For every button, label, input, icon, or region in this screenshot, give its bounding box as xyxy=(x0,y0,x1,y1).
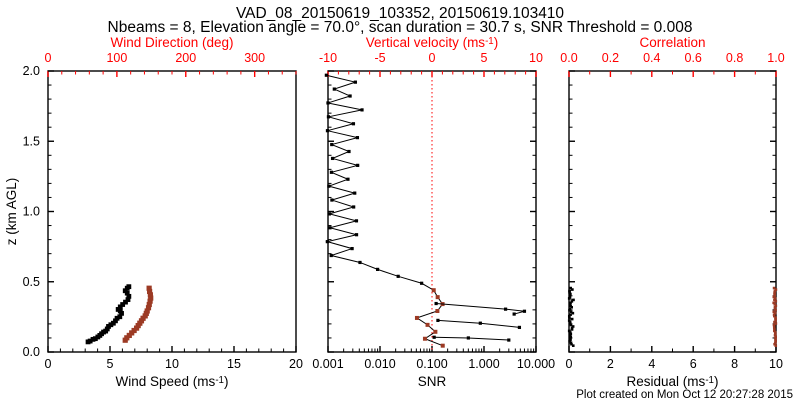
svg-text:-10: -10 xyxy=(319,51,337,65)
svg-text:0: 0 xyxy=(566,357,573,371)
svg-text:0: 0 xyxy=(45,51,52,65)
svg-text:0.2: 0.2 xyxy=(602,51,619,65)
svg-text:0.6: 0.6 xyxy=(685,51,702,65)
svg-text:1.000: 1.000 xyxy=(468,357,499,371)
svg-text:1.0: 1.0 xyxy=(767,51,784,65)
svg-text:1.0: 1.0 xyxy=(23,205,40,219)
svg-text:0.001: 0.001 xyxy=(312,357,343,371)
svg-text:Wind Direction (deg): Wind Direction (deg) xyxy=(110,35,233,50)
svg-text:0.010: 0.010 xyxy=(364,357,395,371)
svg-text:20: 20 xyxy=(289,357,303,371)
svg-text:10: 10 xyxy=(529,51,543,65)
svg-text:0.8: 0.8 xyxy=(726,51,743,65)
svg-text:0.4: 0.4 xyxy=(643,51,660,65)
svg-text:2: 2 xyxy=(607,357,614,371)
svg-text:2.0: 2.0 xyxy=(23,64,40,78)
svg-text:8: 8 xyxy=(731,357,738,371)
svg-text:6: 6 xyxy=(690,357,697,371)
svg-text:15: 15 xyxy=(227,357,241,371)
svg-text:10: 10 xyxy=(769,357,783,371)
svg-text:4: 4 xyxy=(648,357,655,371)
svg-text:5: 5 xyxy=(107,357,114,371)
svg-text:Correlation: Correlation xyxy=(639,35,705,50)
svg-text:10: 10 xyxy=(165,357,179,371)
svg-text:Wind Speed (ms-1): Wind Speed (ms-1) xyxy=(116,374,229,389)
svg-text:-5: -5 xyxy=(374,51,385,65)
svg-text:0.0: 0.0 xyxy=(23,345,40,359)
svg-text:0: 0 xyxy=(45,357,52,371)
svg-text:Residual (ms-1): Residual (ms-1) xyxy=(627,374,719,389)
svg-text:1.5: 1.5 xyxy=(23,134,40,148)
svg-text:100: 100 xyxy=(106,51,127,65)
svg-text:Vertical velocity (ms-1): Vertical velocity (ms-1) xyxy=(366,35,498,50)
svg-text:0.5: 0.5 xyxy=(23,275,40,289)
svg-text:z (km AGL): z (km AGL) xyxy=(4,178,19,246)
svg-text:0: 0 xyxy=(429,51,436,65)
svg-text:300: 300 xyxy=(244,51,265,65)
svg-text:5: 5 xyxy=(481,51,488,65)
svg-text:200: 200 xyxy=(175,51,196,65)
svg-text:0.0: 0.0 xyxy=(560,51,577,65)
svg-text:0.100: 0.100 xyxy=(416,357,447,371)
svg-text:10.000: 10.000 xyxy=(517,357,555,371)
svg-text:SNR: SNR xyxy=(418,374,447,389)
